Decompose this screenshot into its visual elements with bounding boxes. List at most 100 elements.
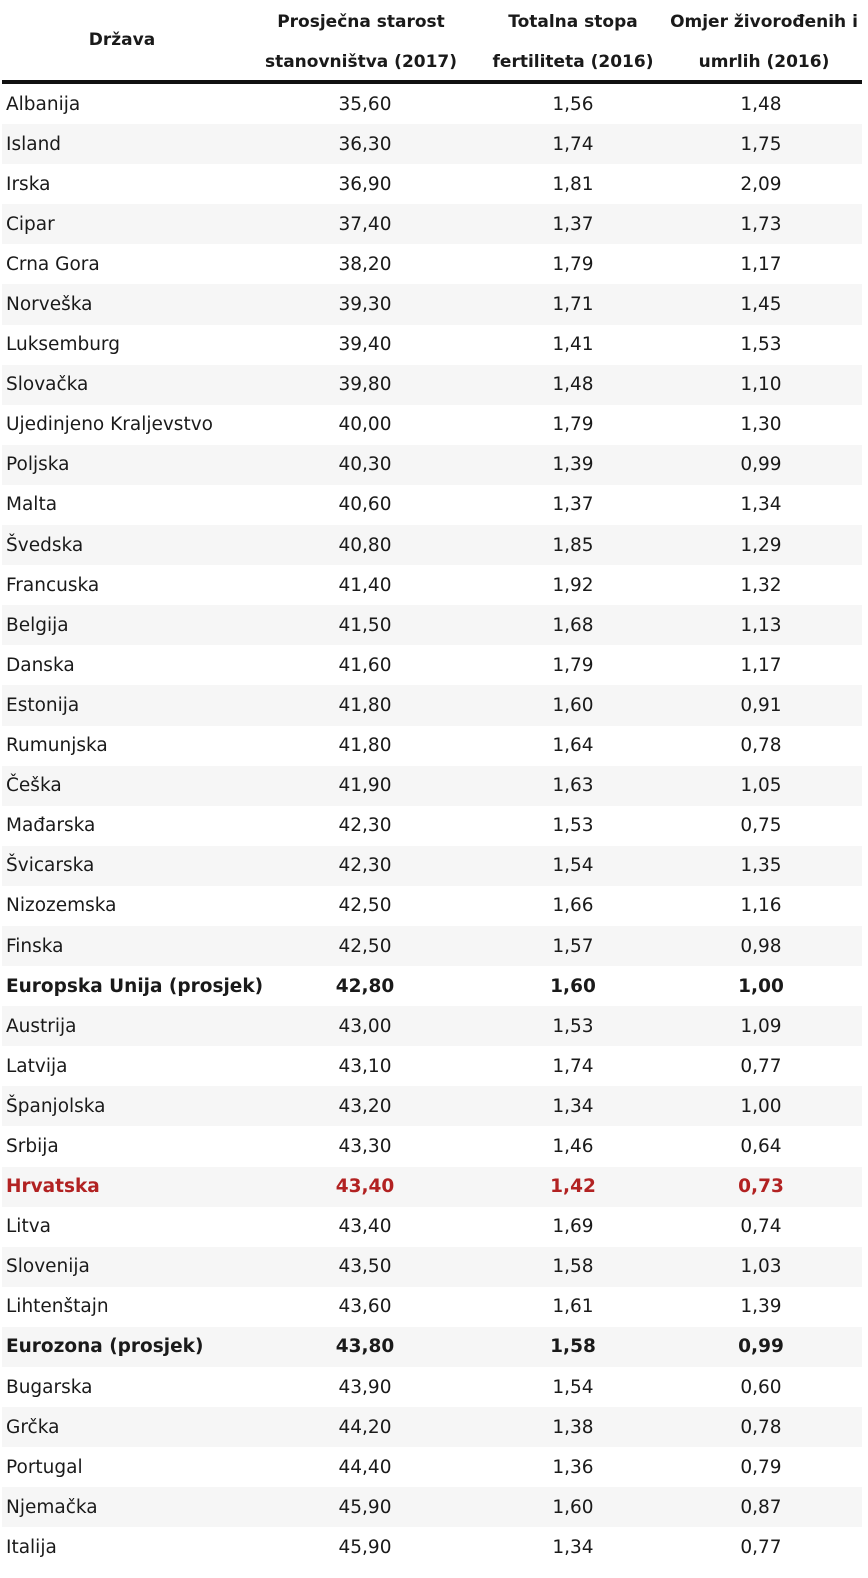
birth-death-ratio-cell: 1,00 <box>738 975 784 997</box>
table-row: Finska 42,50 1,57 0,98 <box>2 925 862 967</box>
header-country-label: Država <box>88 30 156 50</box>
table-row: Švicarska 42,30 1,54 1,35 <box>2 845 862 886</box>
fertility-rate-cell: 1,39 <box>552 454 594 476</box>
country-cell: Litva <box>6 1216 51 1238</box>
fertility-rate-cell: 1,66 <box>552 895 594 917</box>
country-cell: Danska <box>6 654 75 676</box>
table-row: Europska Unija (prosjek) 42,80 1,60 1,00 <box>2 966 862 1006</box>
table-row: Mađarska 42,30 1,53 0,75 <box>2 806 862 846</box>
table-row: Hrvatska 43,40 1,42 0,73 <box>2 1166 862 1207</box>
table-row: Estonija 41,80 1,60 0,91 <box>2 685 862 726</box>
birth-death-ratio-cell: 1,17 <box>740 253 782 275</box>
table-row: Grčka 44,20 1,38 0,78 <box>2 1407 862 1448</box>
table-row: Ujedinjeno Kraljevstvo 40,00 1,79 1,30 <box>2 405 862 445</box>
table-header: Država Prosječna starost stanovništva (2… <box>2 0 862 84</box>
fertility-rate-cell: 1,53 <box>552 1015 594 1037</box>
table-row: Bugarska 43,90 1,54 0,60 <box>2 1367 862 1407</box>
birth-death-ratio-cell: 1,16 <box>740 895 782 917</box>
table-row: Irska 36,90 1,81 2,09 <box>2 164 862 204</box>
fertility-rate-cell: 1,79 <box>552 654 594 676</box>
fertility-rate-cell: 1,60 <box>550 975 596 997</box>
fertility-rate-cell: 1,85 <box>552 534 594 556</box>
birth-death-ratio-cell: 0,64 <box>740 1135 782 1157</box>
median-age-cell: 42,50 <box>338 935 392 957</box>
header-country[interactable]: Država <box>2 0 242 80</box>
table-row: Cipar 37,40 1,37 1,73 <box>2 204 862 245</box>
table-row: Malta 40,60 1,37 1,34 <box>2 485 862 525</box>
header-fert-line1: Totalna stopa <box>508 12 638 32</box>
table-row: Albanija 35,60 1,56 1,48 <box>2 84 862 124</box>
country-cell: Latvija <box>6 1055 68 1077</box>
country-cell: Island <box>6 133 62 155</box>
country-cell: Nizozemska <box>6 895 117 917</box>
country-cell: Mađarska <box>6 815 96 837</box>
table-row: Norveška 39,30 1,71 1,45 <box>2 284 862 325</box>
median-age-cell: 39,40 <box>338 334 392 356</box>
median-age-cell: 40,80 <box>338 534 392 556</box>
median-age-cell: 43,20 <box>338 1095 392 1117</box>
median-age-cell: 42,30 <box>338 855 392 877</box>
birth-death-ratio-cell: 1,48 <box>740 93 782 115</box>
median-age-cell: 40,00 <box>338 414 392 436</box>
birth-death-ratio-cell: 1,45 <box>740 294 782 316</box>
birth-death-ratio-cell: 1,32 <box>740 574 782 596</box>
country-cell: Španjolska <box>6 1095 106 1117</box>
median-age-cell: 44,20 <box>338 1416 392 1438</box>
birth-death-ratio-cell: 1,05 <box>740 775 782 797</box>
country-cell: Slovačka <box>6 374 89 396</box>
country-cell: Malta <box>6 494 58 516</box>
median-age-cell: 43,50 <box>338 1256 392 1278</box>
table-row: Slovenija 43,50 1,58 1,03 <box>2 1246 862 1287</box>
table-body: Albanija 35,60 1,56 1,48 Island 36,30 1,74 1,75… <box>2 84 862 1567</box>
birth-death-ratio-cell: 0,99 <box>740 454 782 476</box>
median-age-cell: 39,80 <box>338 374 392 396</box>
birth-death-ratio-cell: 1,09 <box>740 1015 782 1037</box>
fertility-rate-cell: 1,74 <box>552 1055 594 1077</box>
fertility-rate-cell: 1,92 <box>552 574 594 596</box>
country-cell: Srbija <box>6 1135 59 1157</box>
fertility-rate-cell: 1,79 <box>552 414 594 436</box>
birth-death-ratio-cell: 0,98 <box>740 935 782 957</box>
fertility-rate-cell: 1,38 <box>552 1416 594 1438</box>
birth-death-ratio-cell: 1,10 <box>740 374 782 396</box>
median-age-cell: 41,60 <box>338 654 392 676</box>
median-age-cell: 43,30 <box>338 1135 392 1157</box>
header-fert-line2: fertiliteta (2016) <box>492 52 654 72</box>
fertility-rate-cell: 1,58 <box>552 1256 594 1278</box>
header-ratio-line2: umrlih (2016) <box>698 52 830 72</box>
country-cell: Švicarska <box>6 855 95 877</box>
fertility-rate-cell: 1,60 <box>552 1496 594 1518</box>
table-row: Nizozemska 42,50 1,66 1,16 <box>2 886 862 926</box>
header-age-line1: Prosječna starost <box>277 12 445 32</box>
median-age-cell: 38,20 <box>338 253 392 275</box>
fertility-rate-cell: 1,68 <box>552 614 594 636</box>
table-row: Litva 43,40 1,69 0,74 <box>2 1207 862 1247</box>
table-row: Latvija 43,10 1,74 0,77 <box>2 1046 862 1086</box>
table-row: Njemačka 45,90 1,60 0,87 <box>2 1487 862 1528</box>
median-age-cell: 37,40 <box>338 213 392 235</box>
birth-death-ratio-cell: 1,03 <box>740 1256 782 1278</box>
header-median-age[interactable]: Prosječna starost stanovništva (2017) <box>242 0 480 80</box>
median-age-cell: 41,80 <box>338 735 392 757</box>
table-row: Poljska 40,30 1,39 0,99 <box>2 444 862 485</box>
table-row: Portugal 44,40 1,36 0,79 <box>2 1447 862 1487</box>
median-age-cell: 45,90 <box>338 1496 392 1518</box>
table-row: Eurozona (prosjek) 43,80 1,58 0,99 <box>2 1326 862 1367</box>
fertility-rate-cell: 1,34 <box>552 1095 594 1117</box>
country-cell: Estonija <box>6 694 80 716</box>
fertility-rate-cell: 1,54 <box>552 855 594 877</box>
median-age-cell: 44,40 <box>338 1456 392 1478</box>
fertility-rate-cell: 1,69 <box>552 1216 594 1238</box>
country-cell: Portugal <box>6 1456 83 1478</box>
birth-death-ratio-cell: 1,13 <box>740 614 782 636</box>
header-birth-death-ratio[interactable]: Omjer živorođenih i umrlih (2016) <box>666 0 862 80</box>
country-cell: Cipar <box>6 213 55 235</box>
table-row: Belgija 41,50 1,68 1,13 <box>2 605 862 646</box>
birth-death-ratio-cell: 1,30 <box>740 414 782 436</box>
median-age-cell: 40,60 <box>338 494 392 516</box>
birth-death-ratio-cell: 1,39 <box>740 1296 782 1318</box>
birth-death-ratio-cell: 0,99 <box>738 1336 784 1358</box>
birth-death-ratio-cell: 0,77 <box>740 1536 782 1558</box>
header-fertility-rate[interactable]: Totalna stopa fertiliteta (2016) <box>480 0 666 80</box>
median-age-cell: 42,50 <box>338 895 392 917</box>
